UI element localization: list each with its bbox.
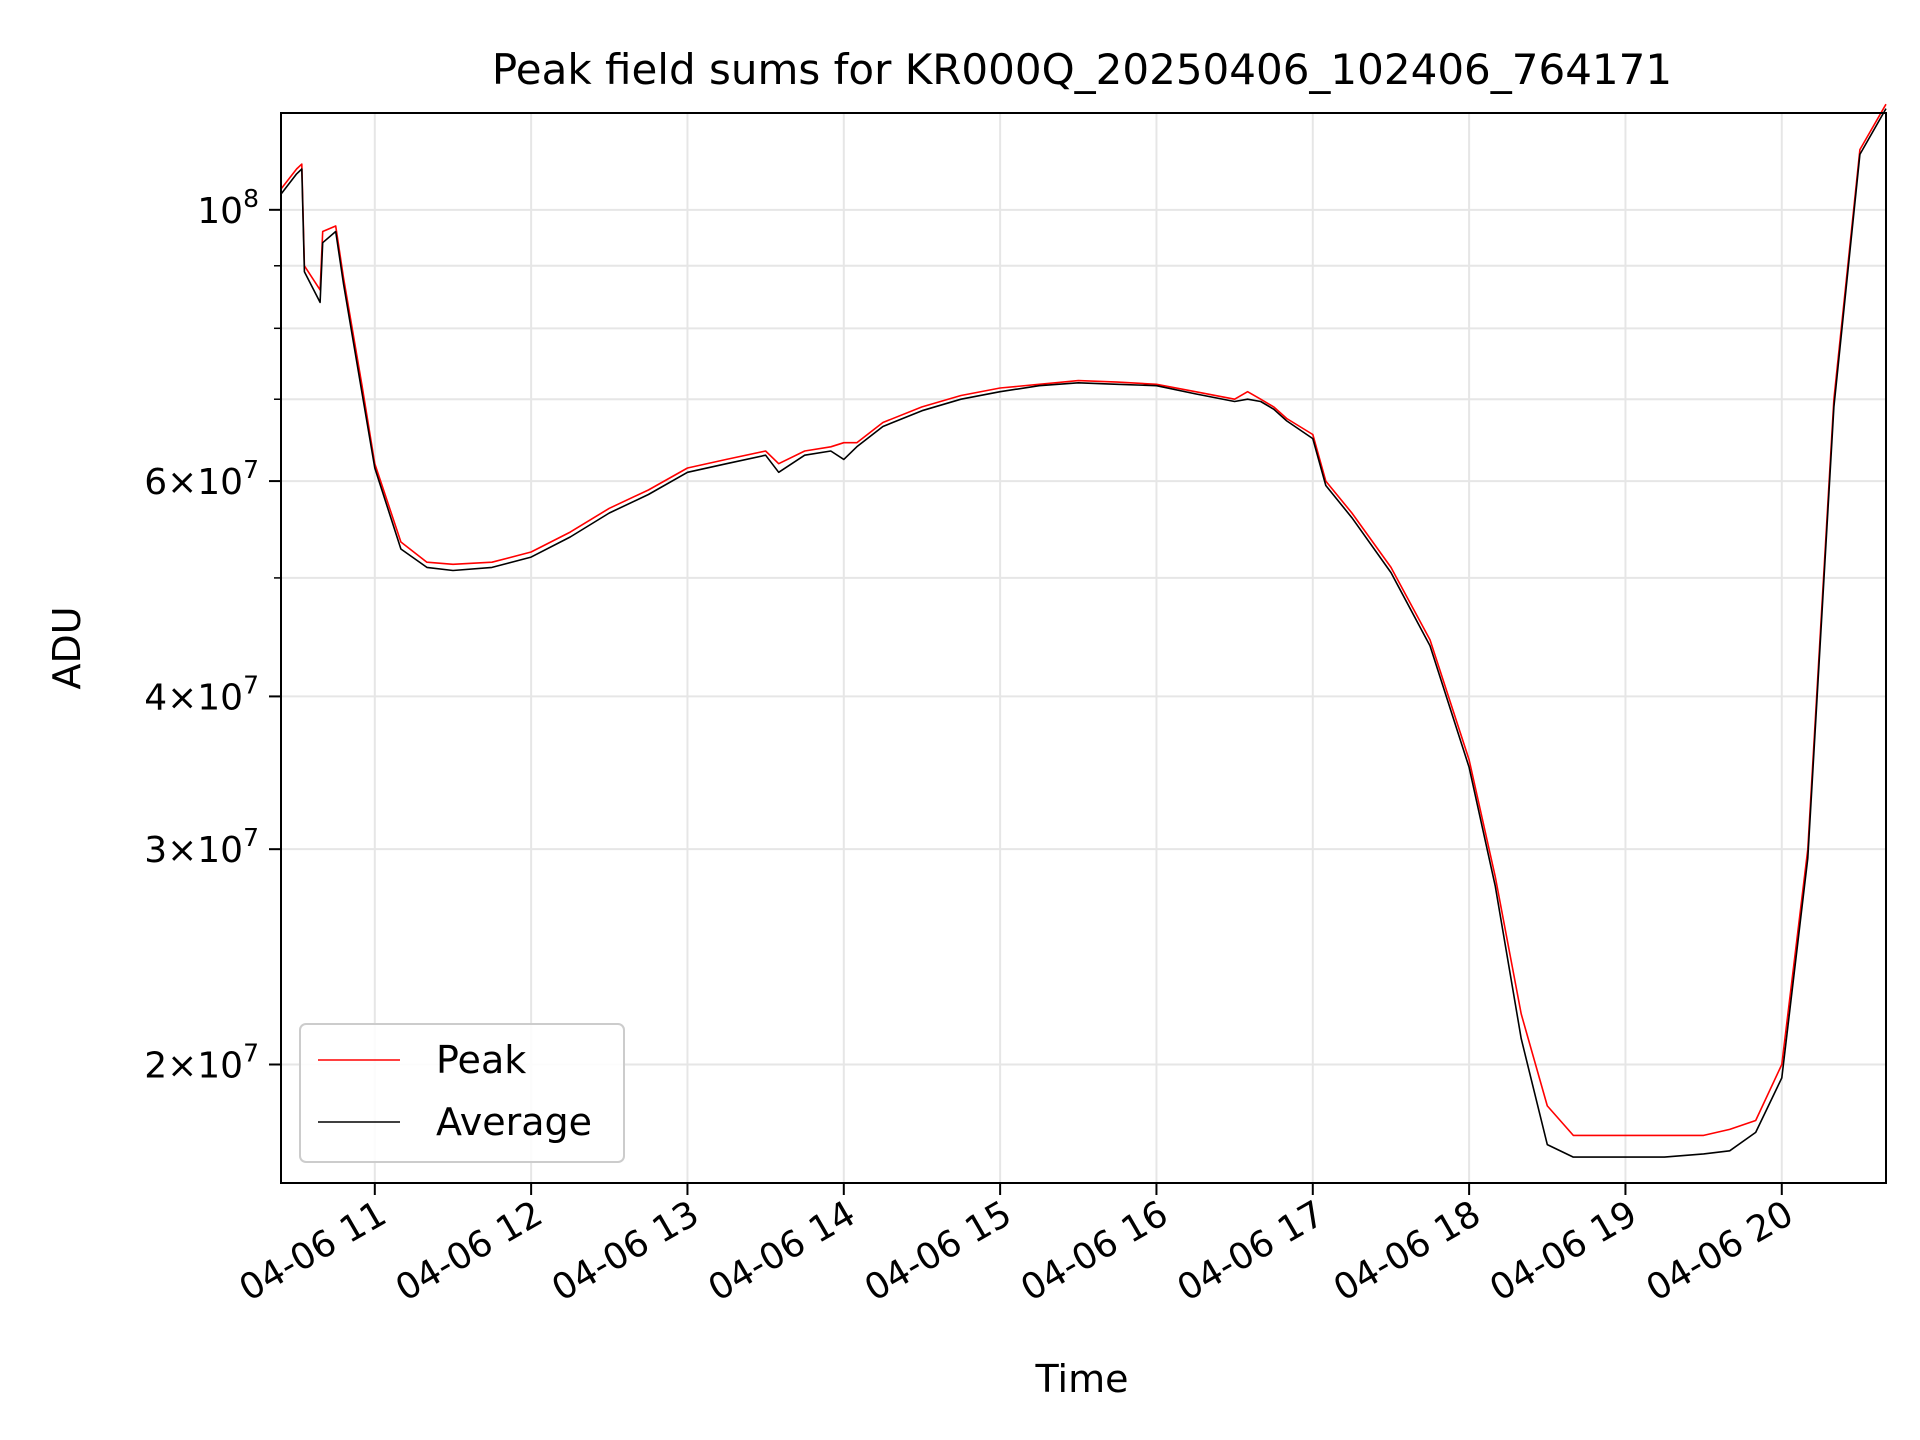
y-axis-ticks: 108 6×107 4×107 3×107 2×107 [144,184,281,1087]
y-tick-label: 108 [197,184,259,232]
y-tick-label: 2×107 [144,1039,259,1087]
legend-box [299,1023,625,1163]
plot-frame [280,112,1887,1184]
y-tick-label: 3×107 [144,823,259,871]
series-line-average [280,108,1887,1158]
series-group [280,103,1887,1158]
y-tick-label: 6×107 [144,455,259,503]
legend-label-average: Average [436,1100,592,1144]
x-tick-label: 04-06 12 [389,1193,550,1309]
x-tick-label: 04-06 14 [702,1193,863,1309]
x-tick-label: 04-06 20 [1640,1193,1801,1309]
x-tick-label: 04-06 17 [1171,1193,1332,1309]
x-tick-label: 04-06 19 [1483,1193,1644,1309]
y-tick-label: 4×107 [144,670,259,718]
y-axis-label: ADU [45,606,89,689]
chart-title: Peak field sums for KR000Q_20250406_1024… [492,45,1672,94]
series-line-peak [280,103,1887,1137]
grid [281,113,1886,1183]
x-tick-label: 04-06 18 [1327,1193,1488,1309]
x-tick-label: 04-06 16 [1014,1193,1175,1309]
x-axis-label: Time [1035,1357,1129,1401]
x-tick-label: 04-06 15 [858,1193,1019,1309]
x-tick-label: 04-06 13 [545,1193,706,1309]
legend-label-peak: Peak [436,1038,526,1082]
legend: Peak Average [299,1023,625,1163]
x-tick-label: 04-06 11 [233,1193,394,1309]
